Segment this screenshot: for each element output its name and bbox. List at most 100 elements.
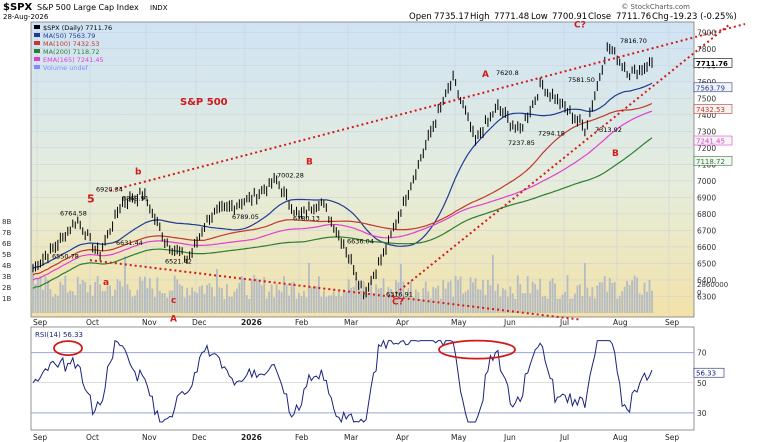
- volume-bar: [216, 268, 218, 313]
- volume-bar: [449, 280, 452, 313]
- price-tick-label: 7400: [697, 111, 716, 120]
- volume-bar: [611, 283, 614, 313]
- rsi-legend: RSI(14) 56.33: [35, 331, 83, 339]
- volume-bar: [148, 278, 151, 313]
- x-tick-label: May: [451, 318, 467, 327]
- volume-bar: [106, 285, 109, 313]
- volume-bar: [243, 278, 246, 313]
- volume-bar: [186, 287, 189, 313]
- volume-bar: [298, 293, 300, 313]
- volume-bar: [290, 282, 293, 313]
- price-annotation: 7002.28: [277, 172, 304, 180]
- volume-bar: [586, 287, 589, 313]
- volume-bar: [564, 291, 566, 313]
- legend-entry: Volume undef: [43, 64, 89, 72]
- volume-bar: [419, 298, 422, 313]
- volume-bar: [138, 276, 141, 313]
- volume-bar: [158, 290, 161, 313]
- volume-bar: [596, 285, 599, 313]
- rsi-panel: [30, 326, 695, 431]
- rsi-tick-label: 70: [697, 349, 707, 358]
- volume-bar: [521, 293, 524, 313]
- price-annotation: 6869.91: [122, 195, 149, 203]
- volume-bar: [608, 277, 611, 313]
- volume-bar: [551, 278, 554, 313]
- volume-bar: [404, 296, 407, 313]
- wave-label: c: [171, 296, 176, 306]
- volume-bar: [459, 276, 462, 313]
- volume-bar: [479, 289, 482, 313]
- rsi-tick-label: 50: [697, 379, 707, 388]
- x-tick-label: Jun: [503, 318, 516, 327]
- volume-tick-label: 5B: [2, 251, 11, 259]
- price-annotation: 6521.42: [165, 257, 192, 265]
- volume-tick-label: 7B: [2, 229, 11, 237]
- volume-bar: [245, 294, 248, 313]
- volume-bar: [424, 281, 427, 313]
- volume-bar: [561, 294, 564, 313]
- price-annotation: 7313.92: [595, 126, 622, 134]
- volume-bar: [69, 290, 72, 313]
- wave-label: B: [612, 149, 619, 159]
- volume-bar: [474, 278, 477, 313]
- volume-bar: [477, 289, 479, 313]
- price-annotation: 6789.05: [232, 213, 259, 221]
- volume-bar: [509, 286, 512, 313]
- rsi-x-axis: Sep Oct Nov Dec 2026 Feb Mar Apr May Jun Jul Aug Sep: [33, 433, 679, 442]
- volume-bar: [248, 298, 251, 313]
- volume-bar: [623, 286, 626, 313]
- volume-bar: [434, 288, 437, 313]
- volume-bar: [275, 283, 278, 313]
- legend-swatch: [34, 57, 40, 61]
- volume-bar: [337, 291, 340, 313]
- volume-bar: [350, 287, 353, 313]
- rsi-tick-label: 30: [697, 409, 707, 418]
- volume-bar: [34, 283, 37, 313]
- volume-bar: [536, 289, 539, 313]
- high-value: 7771.48: [494, 12, 529, 22]
- volume-bar: [166, 297, 169, 313]
- volume-bar: [223, 298, 226, 313]
- volume-bar: [442, 280, 445, 313]
- symbol: $SPX: [3, 2, 32, 13]
- volume-bar: [278, 290, 281, 313]
- wave-label: B: [306, 157, 313, 167]
- volume-bar: [134, 295, 136, 313]
- volume-bar: [201, 285, 203, 313]
- volume-bar: [313, 286, 315, 313]
- volume-bar: [258, 280, 261, 313]
- price-tick-label: 6900: [697, 193, 716, 202]
- volume-bar: [571, 298, 574, 313]
- volume-bar: [489, 285, 492, 313]
- ma50-line: [32, 82, 653, 270]
- volume-bar: [265, 298, 268, 313]
- x-tick-label: Aug: [613, 318, 628, 327]
- price-annotation: 7294.18: [538, 129, 565, 137]
- volume-bar: [524, 293, 527, 313]
- volume-bar: [283, 276, 285, 313]
- volume-bar: [44, 276, 47, 313]
- price-tick-label: 7800: [697, 45, 716, 54]
- volume-bar: [42, 289, 44, 313]
- volume-bar: [454, 275, 457, 313]
- volume-bar: [482, 280, 484, 313]
- chart-header: $SPX S&P 500 Large Cap Index INDX 28-Aug…: [3, 2, 737, 22]
- close-label: Close: [588, 12, 611, 22]
- volume-bar: [464, 291, 467, 313]
- volume-bar: [566, 275, 569, 313]
- value-tag: [693, 82, 733, 93]
- volume-bar: [181, 286, 184, 313]
- open-label: Open: [409, 12, 432, 22]
- volume-bar: [487, 279, 489, 313]
- volume-bar: [228, 296, 231, 313]
- volume-bar: [325, 297, 328, 313]
- high-label: High: [470, 12, 490, 22]
- volume-bar: [365, 287, 368, 313]
- volume-bar: [335, 296, 338, 313]
- price-annotation: 7581.50: [568, 76, 595, 84]
- price-tick-label: 7500: [697, 94, 716, 103]
- volume-bar: [211, 287, 213, 313]
- volume-bar: [61, 284, 64, 313]
